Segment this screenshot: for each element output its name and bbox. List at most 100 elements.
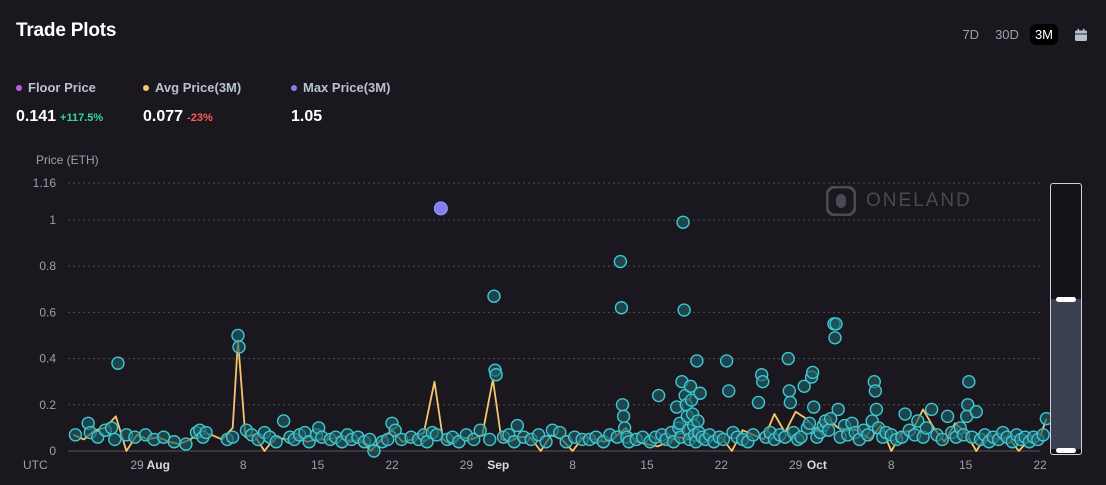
watermark-text: ONELAND: [866, 190, 972, 211]
trade-point: [483, 432, 497, 447]
x-tick-label: 15: [311, 458, 325, 472]
trade-point: [232, 340, 246, 354]
y-tick-label: 0.2: [39, 398, 56, 412]
trade-point: [828, 331, 842, 345]
trade-point: [225, 430, 240, 444]
trade-point: [781, 351, 795, 366]
trade-point: [616, 409, 631, 424]
trade-point: [269, 435, 283, 449]
x-tick-label: 22: [1033, 458, 1047, 472]
trade-point: [924, 402, 939, 417]
trade-point: [615, 398, 630, 412]
trade-point: [940, 409, 955, 424]
max-dot-icon: [291, 84, 297, 91]
x-tick-label: Oct: [807, 458, 827, 472]
trade-point: [716, 432, 731, 447]
trade-point: [690, 354, 704, 368]
trade-point: [676, 215, 690, 229]
trade-point: [179, 437, 193, 451]
trade-point: [807, 400, 821, 414]
watermark: ONELAND: [826, 186, 972, 216]
trade-point: [510, 418, 525, 433]
floor-change: +117.5%: [60, 112, 104, 124]
stat-max: Max Price(3M) 1.05: [291, 80, 390, 126]
trade-point: [794, 430, 808, 444]
range-tabs: 7D 30D 3M: [957, 24, 1088, 45]
floor-label: Floor Price: [28, 80, 96, 95]
trade-point: [613, 254, 628, 269]
y-tick-label: 0: [49, 444, 56, 458]
trade-point: [911, 414, 925, 428]
max-label: Max Price(3M): [303, 80, 391, 95]
trade-point: [802, 416, 817, 430]
trade-point: [691, 414, 705, 428]
stat-floor: Floor Price 0.141 +117.5%: [16, 80, 103, 126]
trade-point: [805, 365, 820, 380]
x-tick-label: 29: [130, 458, 144, 472]
range-scroller[interactable]: [1050, 183, 1082, 455]
trade-point: [104, 421, 119, 435]
max-value: 1.05: [291, 108, 323, 125]
trade-point: [751, 395, 766, 410]
avg-value: 0.077: [143, 108, 184, 125]
trade-point: [783, 395, 798, 410]
y-tick-label: 0.8: [39, 259, 56, 273]
trade-point: [651, 388, 666, 403]
trade-point: [276, 414, 291, 428]
trade-point: [693, 386, 707, 400]
trade-point: [683, 379, 698, 394]
trade-point: [797, 379, 811, 394]
floor-value: 0.141: [16, 108, 57, 125]
page-title: Trade Plots: [16, 20, 117, 41]
trade-point: [553, 425, 567, 440]
trade-point: [824, 411, 838, 426]
trade-point: [898, 407, 912, 421]
tab-7d[interactable]: 7D: [962, 27, 980, 42]
x-tick-label: 29: [460, 458, 474, 472]
trade-point: [962, 374, 976, 389]
trade-point: [367, 444, 381, 458]
trade-point: [539, 435, 553, 449]
trade-point: [722, 384, 736, 398]
x-tick-label: 15: [959, 458, 973, 472]
calendar-icon[interactable]: [1074, 28, 1088, 42]
trade-point: [782, 384, 796, 398]
trade-point: [831, 402, 845, 417]
avg-label: Avg Price(3M): [155, 80, 242, 95]
tab-30d[interactable]: 30D: [995, 27, 1019, 42]
trade-point: [684, 393, 699, 407]
y-tick-label: 1.16: [33, 176, 57, 190]
y-axis-title: Price (ETH): [36, 153, 99, 167]
trade-point: [861, 428, 875, 442]
x-tick-label: 15: [640, 458, 654, 472]
trade-point: [1036, 428, 1050, 442]
y-tick-label: 0.4: [39, 352, 56, 366]
trade-point: [756, 374, 770, 389]
trade-point: [869, 402, 884, 417]
x-tick-label: 29: [789, 458, 803, 472]
trade-point: [199, 425, 213, 440]
x-tick-label: Aug: [147, 458, 170, 472]
tab-3m[interactable]: 3M: [1029, 24, 1058, 45]
trade-point: [961, 398, 975, 412]
avg-change: -23%: [187, 112, 213, 124]
max-trade-point: [433, 201, 448, 216]
scroller-bottom-handle[interactable]: [1056, 448, 1076, 453]
trade-point: [381, 432, 395, 447]
scroller-selection[interactable]: [1051, 299, 1081, 449]
trade-point: [868, 384, 883, 398]
trade-point: [231, 328, 245, 343]
trade-point: [388, 423, 402, 437]
x-tick-label: 22: [715, 458, 729, 472]
trade-point: [719, 354, 734, 368]
trade-point: [677, 303, 691, 317]
x-tick-label: 22: [385, 458, 399, 472]
trade-point: [829, 317, 843, 331]
trade-point: [68, 428, 83, 442]
trade-point: [108, 432, 122, 447]
trade-point: [969, 405, 983, 419]
trade-point: [746, 428, 760, 442]
scroller-top-handle[interactable]: [1056, 297, 1076, 302]
x-tick-label: 8: [888, 458, 895, 472]
trade-point: [111, 356, 125, 370]
